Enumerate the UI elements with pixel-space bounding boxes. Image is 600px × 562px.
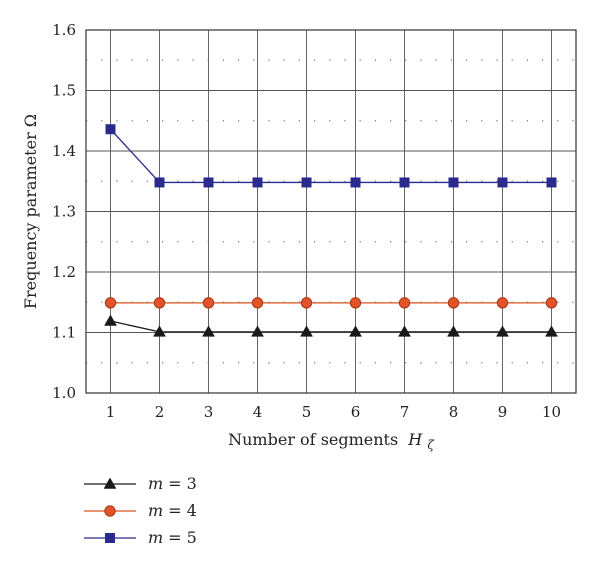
legend-entry: m = 3: [84, 474, 197, 493]
series-3: [104, 314, 558, 337]
x-axis-title-text: Number of segments: [228, 430, 398, 449]
data-point: [350, 177, 361, 188]
x-tick-label: 9: [498, 403, 508, 421]
legend-label: m = 5: [148, 528, 197, 547]
data-point: [153, 325, 166, 337]
series-line: [110, 128, 552, 184]
series-5: [105, 124, 557, 188]
legend: m = 3 m = 4 m = 5: [84, 474, 197, 547]
y-tick-label: 1.2: [52, 263, 76, 281]
y-tick-label: 1.3: [52, 203, 76, 221]
x-tick-label: 10: [542, 403, 561, 421]
x-tick-label: 5: [302, 403, 312, 421]
data-point: [349, 297, 362, 309]
data-point: [301, 177, 312, 188]
y-tick-label: 1.6: [52, 21, 76, 39]
data-point: [349, 325, 362, 337]
x-tick-label: 8: [449, 403, 459, 421]
data-point: [496, 297, 509, 309]
x-axis-title: Number of segments H ζ: [228, 430, 435, 452]
legend-label: m = 4: [148, 501, 197, 520]
x-tick-label: 7: [400, 403, 410, 421]
data-point: [104, 314, 117, 326]
legend-entry: m = 5: [84, 528, 197, 547]
x-axis-title-symbol: H: [407, 430, 423, 449]
data-point: [447, 325, 460, 337]
legend-marker: [103, 477, 117, 489]
x-tick-label: 1: [106, 403, 116, 421]
x-tick-label: 3: [204, 403, 214, 421]
y-axis-title: Frequency parameter Ω: [21, 114, 40, 309]
legend-label-value: = 3: [168, 474, 197, 493]
legend-entry: m = 4: [84, 501, 197, 520]
data-point: [545, 297, 558, 309]
data-point: [545, 325, 558, 337]
data-point: [105, 124, 116, 135]
legend-label-var: m: [148, 501, 163, 520]
data-point: [203, 177, 214, 188]
series-4: [104, 297, 558, 309]
x-axis-title-subscript: ζ: [427, 438, 435, 452]
legend-label-var: m: [148, 528, 163, 547]
plot-frame: [85, 29, 577, 394]
y-tick-label: 1.1: [52, 324, 76, 342]
data-point: [398, 297, 411, 309]
x-tick-label: 2: [155, 403, 165, 421]
data-point: [104, 297, 117, 309]
data-point: [300, 325, 313, 337]
data-point: [496, 325, 509, 337]
data-point: [252, 177, 263, 188]
y-tick-label: 1.5: [52, 82, 76, 100]
series-layer: [104, 124, 558, 337]
legend-marker: [104, 505, 116, 517]
data-point: [154, 177, 165, 188]
data-point: [202, 297, 215, 309]
x-tick-labels: 1 2 3 4 5 6 7 8 9 10: [106, 403, 561, 421]
legend-label: m = 3: [148, 474, 197, 493]
data-point: [202, 325, 215, 337]
data-point: [447, 297, 460, 309]
data-point: [251, 325, 264, 337]
data-point: [300, 297, 313, 309]
data-point: [448, 177, 459, 188]
y-tick-label: 1.0: [52, 384, 76, 402]
x-tick-label: 4: [253, 403, 263, 421]
data-point: [497, 177, 508, 188]
grid: [86, 29, 576, 394]
legend-label-var: m: [148, 474, 163, 493]
x-tick-label: 6: [351, 403, 361, 421]
y-tick-labels: 1.0 1.1 1.2 1.3 1.4 1.5 1.6: [52, 21, 76, 402]
series-line: [110, 320, 552, 333]
legend-marker: [105, 533, 115, 543]
data-point: [546, 177, 557, 188]
legend-label-value: = 4: [168, 501, 197, 520]
data-point: [251, 297, 264, 309]
data-point: [398, 325, 411, 337]
y-tick-label: 1.4: [52, 142, 76, 160]
legend-label-value: = 5: [168, 528, 197, 547]
data-point: [153, 297, 166, 309]
data-point: [399, 177, 410, 188]
